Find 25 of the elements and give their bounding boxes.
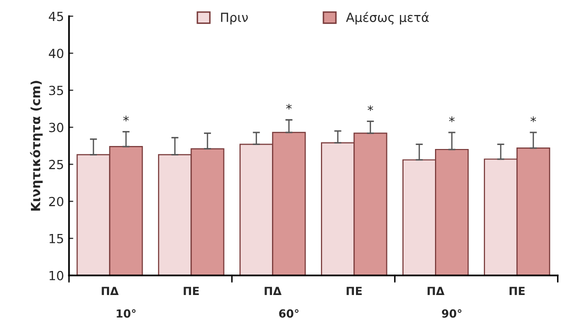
y-tick-label: 25 xyxy=(49,160,64,170)
text: 60° xyxy=(279,309,298,318)
y-tick-label: 40 xyxy=(48,48,64,58)
y-tick-label: 30 xyxy=(49,122,64,132)
legend-label: Αμέσως μετά xyxy=(346,12,429,25)
y-tick-label: 15 xyxy=(50,234,64,244)
x-tick-label: ΠΔ xyxy=(428,286,444,295)
y-axis-title: Κινητικότητα (cm) xyxy=(30,80,43,211)
data-label: * xyxy=(449,116,455,122)
text: 10° xyxy=(116,309,136,318)
x-tick-label: ΠΕ xyxy=(346,286,362,295)
y-tick-label: 20 xyxy=(49,196,64,206)
y-tick-label: 45 xyxy=(48,12,64,22)
data-label: * xyxy=(530,116,536,122)
text: 90° xyxy=(442,309,462,318)
data-label: * xyxy=(286,104,292,110)
data-label: * xyxy=(368,105,374,112)
x-tick-label: ΠΕ xyxy=(510,286,525,295)
x-tick-label: ΠΔ xyxy=(264,286,282,295)
legend-label: Πριν xyxy=(221,12,248,24)
x-tick-label: ΠΔ xyxy=(102,286,119,295)
y-tick-label: 10 xyxy=(50,270,64,280)
data-label: * xyxy=(123,116,129,122)
x-tick-label: ΠΕ xyxy=(184,286,199,295)
y-tick-label: 35 xyxy=(49,86,64,96)
